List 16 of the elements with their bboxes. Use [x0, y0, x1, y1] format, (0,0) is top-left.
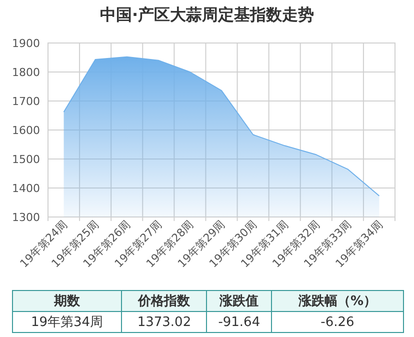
text: 价格指数 [122, 290, 207, 312]
text: 1373.02 [122, 312, 207, 332]
text: -91.64 [206, 312, 272, 332]
text: 涨跌值 [206, 290, 272, 312]
text: 19年第34周 [12, 312, 122, 332]
y-tick-label: 1600 [12, 124, 40, 137]
text: 期数 [12, 290, 122, 312]
y-tick-label: 1500 [12, 153, 40, 166]
y-tick-label: 1800 [12, 66, 40, 79]
y-tick-label: 1700 [12, 95, 40, 108]
text: -6.26 [271, 312, 404, 332]
y-tick-label: 1400 [12, 182, 40, 195]
y-tick-label: 1300 [12, 211, 40, 224]
text: 涨跌幅（%） [271, 290, 404, 312]
y-tick-label: 1900 [12, 37, 40, 50]
chart-title: 中国·产区大蒜周定基指数走势 [100, 5, 314, 24]
